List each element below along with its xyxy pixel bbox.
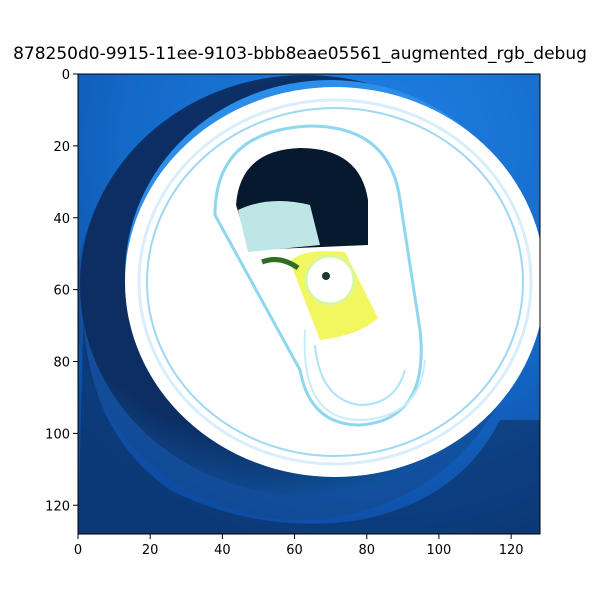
x-tick-label: 100 [427,543,452,558]
x-axis: 0 20 40 60 80 100 120 [74,534,524,558]
y-tick-label: 80 [53,356,70,371]
y-tick-label: 40 [53,212,70,227]
x-tick-label: 0 [74,543,82,558]
figure-title: 878250d0-9915-11ee-9103-bbb8eae05561_aug… [13,44,587,64]
image-display [78,74,540,534]
y-axis: 0 20 40 60 80 100 120 [45,68,78,514]
y-tick-label: 100 [45,427,70,442]
x-tick-label: 60 [286,543,303,558]
y-tick-label: 60 [53,284,70,299]
x-tick-label: 40 [214,543,231,558]
axes-frame [77,73,541,535]
x-tick-label: 80 [358,543,375,558]
y-tick-label: 20 [53,140,70,155]
x-tick-label: 120 [499,543,524,558]
y-tick-label: 0 [62,68,70,83]
x-tick-label: 20 [142,543,159,558]
y-tick-label: 120 [45,499,70,514]
